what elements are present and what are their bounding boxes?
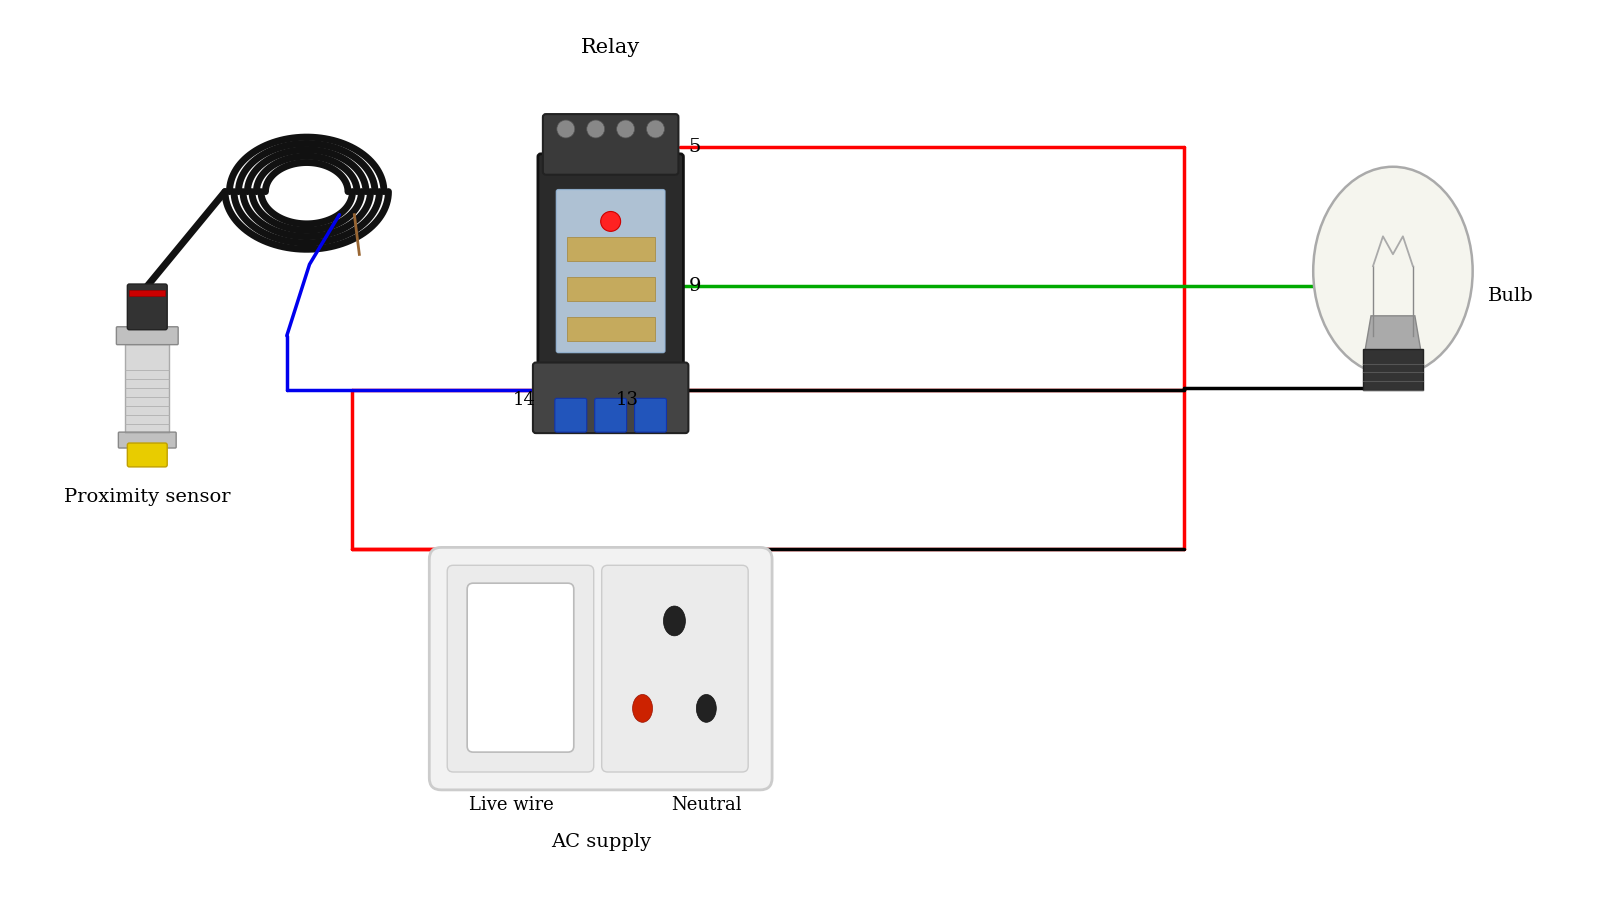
FancyBboxPatch shape <box>542 114 678 175</box>
Text: 14: 14 <box>514 392 536 410</box>
Bar <box>1363 348 1422 391</box>
FancyBboxPatch shape <box>448 565 594 772</box>
Bar <box>130 291 165 296</box>
Bar <box>566 238 654 261</box>
Text: 9: 9 <box>688 277 701 295</box>
Circle shape <box>600 212 621 231</box>
FancyBboxPatch shape <box>538 154 683 368</box>
FancyBboxPatch shape <box>128 284 168 329</box>
FancyBboxPatch shape <box>118 432 176 448</box>
FancyBboxPatch shape <box>128 443 168 467</box>
Circle shape <box>646 120 664 138</box>
FancyBboxPatch shape <box>595 399 627 432</box>
Text: Relay: Relay <box>581 38 640 57</box>
Polygon shape <box>1365 316 1421 351</box>
Circle shape <box>557 120 574 138</box>
Text: Bulb: Bulb <box>1488 287 1533 305</box>
FancyBboxPatch shape <box>602 565 749 772</box>
Text: Proximity sensor: Proximity sensor <box>64 488 230 506</box>
Circle shape <box>616 120 635 138</box>
FancyBboxPatch shape <box>117 327 178 345</box>
Ellipse shape <box>632 695 653 723</box>
Ellipse shape <box>664 606 685 635</box>
Bar <box>566 277 654 301</box>
Circle shape <box>587 120 605 138</box>
Bar <box>125 344 170 433</box>
FancyBboxPatch shape <box>557 190 666 353</box>
Ellipse shape <box>1314 166 1472 375</box>
Text: 5: 5 <box>688 138 701 156</box>
Text: Live wire: Live wire <box>469 796 554 814</box>
FancyBboxPatch shape <box>635 399 667 432</box>
Text: 13: 13 <box>616 392 638 410</box>
FancyBboxPatch shape <box>533 363 688 433</box>
Bar <box>566 317 654 341</box>
FancyBboxPatch shape <box>429 547 773 790</box>
FancyBboxPatch shape <box>555 399 587 432</box>
FancyBboxPatch shape <box>467 583 574 752</box>
Text: Neutral: Neutral <box>670 796 742 814</box>
Text: AC supply: AC supply <box>550 832 651 850</box>
Ellipse shape <box>696 695 717 723</box>
